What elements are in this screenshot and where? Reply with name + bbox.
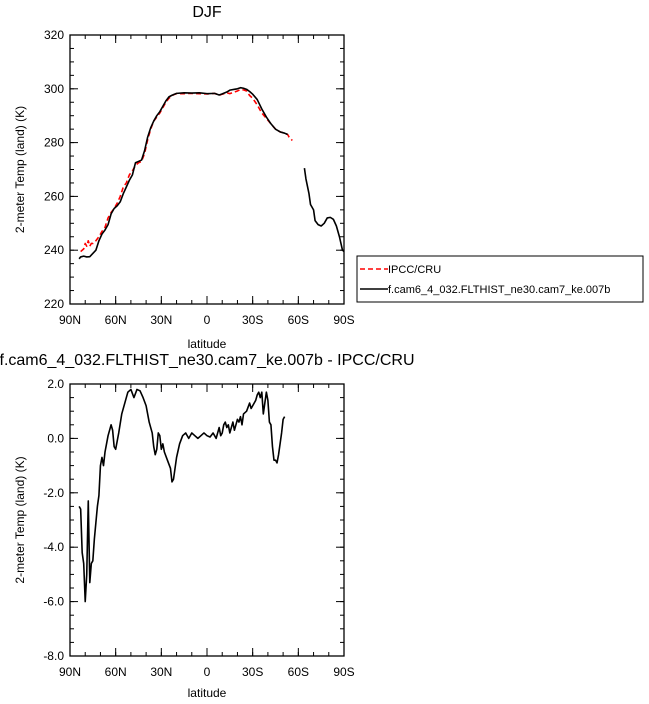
y-tick-label: 220 xyxy=(44,297,64,311)
plot-frame xyxy=(69,34,345,305)
y-axis-label: 2-meter Temp (land) (K) xyxy=(13,106,27,233)
y-tick-label: 240 xyxy=(44,243,64,257)
y-tick-label: 280 xyxy=(44,136,64,150)
x-tick-label: 0 xyxy=(204,313,211,327)
x-axis-label: latitude xyxy=(188,337,227,351)
series-line-0 xyxy=(80,88,293,253)
series-line-1 xyxy=(303,168,345,253)
x-tick-label: 30N xyxy=(150,665,172,679)
y-tick-label: 260 xyxy=(44,189,64,203)
y-tick-label: 2.0 xyxy=(47,377,64,391)
series-line-0 xyxy=(78,388,286,603)
y-tick-label: 300 xyxy=(44,82,64,96)
x-tick-label: 60S xyxy=(288,313,309,327)
x-tick-label: 30N xyxy=(150,313,172,327)
y-tick-label: -2.0 xyxy=(43,486,64,500)
x-axis-label: latitude xyxy=(188,686,227,700)
plot-frame xyxy=(69,383,345,657)
legend-box xyxy=(356,255,644,303)
x-tick-label: 60S xyxy=(288,665,309,679)
legend-label: IPCC/CRU xyxy=(388,264,441,276)
y-tick-label: 0.0 xyxy=(47,431,64,445)
chart-top-djf: DJF 90N 60N 30N 0 30S 60S 90S 220 240 260 280 300 320… xyxy=(13,4,644,351)
x-tick-label: 90S xyxy=(333,665,354,679)
legend-label: f.cam6_4_032.FLTHIST_ne30.cam7_ke.007b xyxy=(388,284,610,296)
y-tick-label: -8.0 xyxy=(43,649,64,663)
y-tick-label: 320 xyxy=(44,28,64,42)
x-tick-label: 90S xyxy=(333,313,354,327)
y-tick-label: -4.0 xyxy=(43,540,64,554)
x-tick-label: 0 xyxy=(204,665,211,679)
x-tick-label: 60N xyxy=(105,665,127,679)
x-tick-label: 90N xyxy=(59,313,81,327)
chart-bottom-difference: f.cam6_4_032.FLTHIST_ne30.cam7_ke.007b -… xyxy=(0,352,415,700)
y-tick-label: -6.0 xyxy=(43,595,64,609)
x-tick-label: 90N xyxy=(59,665,81,679)
y-axis-label: 2-meter Temp (land) (K) xyxy=(13,456,27,583)
x-tick-label: 30S xyxy=(242,665,263,679)
chart-title: f.cam6_4_032.FLTHIST_ne30.cam7_ke.007b -… xyxy=(0,352,415,369)
x-tick-label: 30S xyxy=(242,313,263,327)
series-line-1 xyxy=(78,86,289,260)
chart-title: DJF xyxy=(192,4,222,21)
x-tick-label: 60N xyxy=(105,313,127,327)
